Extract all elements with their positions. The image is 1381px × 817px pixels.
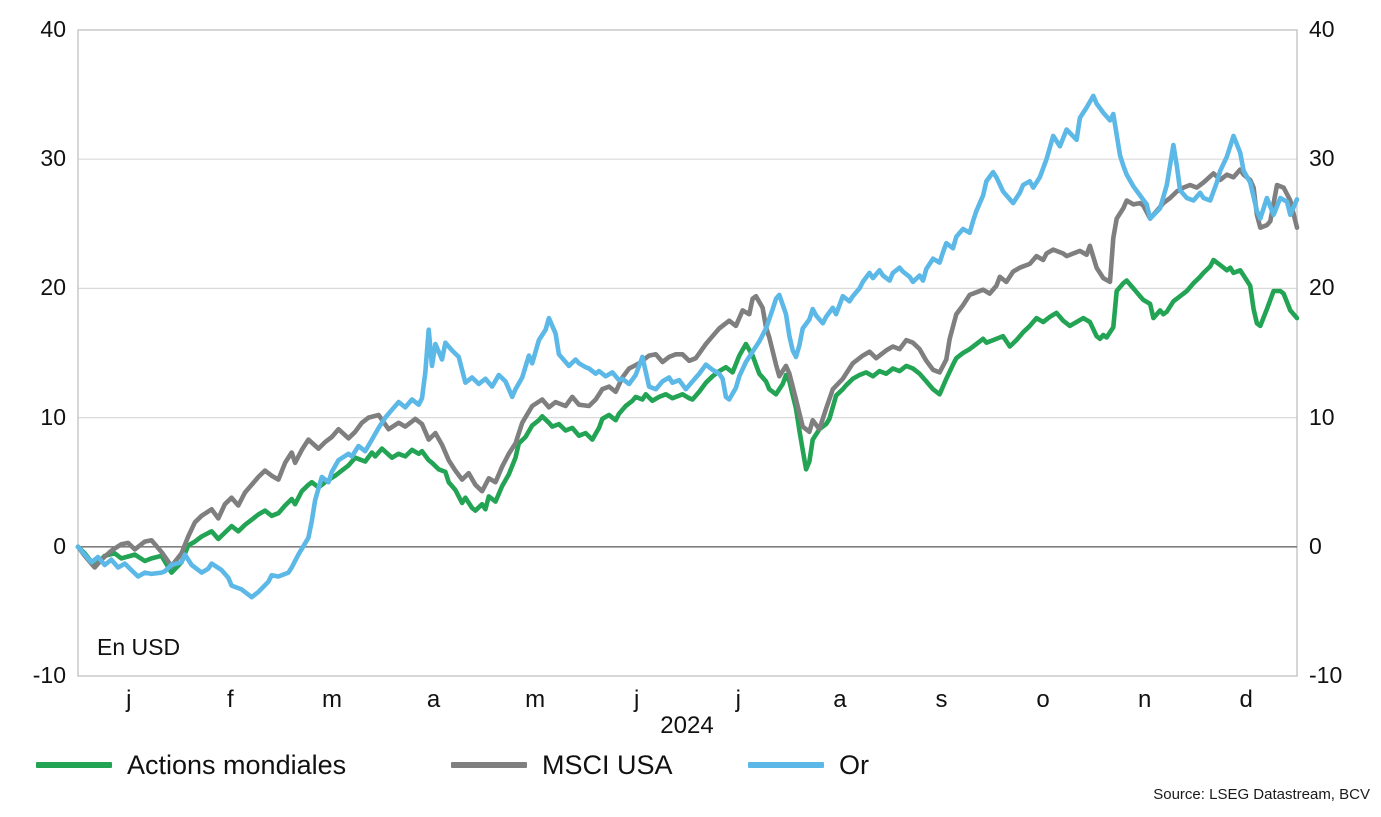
- y-axis-tick-right-0: 0: [1309, 532, 1322, 559]
- y-axis-tick-right--10: -10: [1309, 662, 1343, 688]
- x-axis-month-2-m: m: [321, 686, 342, 713]
- x-axis-month-6-j: j: [735, 686, 741, 713]
- x-axis-month-7-a: a: [833, 686, 847, 713]
- legend-swatch-actions-mondiales-icon: [36, 762, 112, 768]
- series-line-actions-mondiales: [75, 257, 1300, 575]
- x-axis-month-4-m: m: [525, 686, 546, 713]
- y-axis-tick-right-30: 30: [1309, 145, 1335, 172]
- y-axis-tick-left-30: 30: [40, 145, 66, 172]
- y-axis-tick-left-10: 10: [40, 403, 66, 430]
- legend-swatch-or-icon: [748, 762, 824, 768]
- legend-item-actions-mondiales: Actions mondiales: [36, 750, 346, 780]
- y-axis-tick-right-40: 40: [1309, 16, 1335, 42]
- legend-item-msci-usa: MSCI USA: [451, 750, 673, 780]
- y-axis-tick-right-20: 20: [1309, 274, 1335, 301]
- series-line-or: [75, 93, 1300, 600]
- x-axis-month-11-d: d: [1239, 686, 1253, 713]
- legend-label-actions-mondiales: Actions mondiales: [127, 749, 347, 780]
- plot-border: [77, 29, 1298, 677]
- x-axis-month-0-j: j: [126, 686, 132, 713]
- x-axis-month-9-o: o: [1036, 686, 1050, 713]
- x-axis-month-10-n: n: [1137, 686, 1152, 713]
- y-axis-tick-left--10: -10: [32, 662, 66, 688]
- legend-label-msci-usa: MSCI USA: [542, 749, 673, 780]
- y-axis-tick-left-20: 20: [40, 274, 66, 301]
- currency-annotation: En USD: [97, 634, 181, 660]
- x-axis-month-1-f: f: [227, 686, 234, 713]
- x-axis-month-3-a: a: [426, 686, 441, 713]
- legend-swatch-msci-usa-icon: [451, 762, 527, 768]
- x-axis-year-label: 2024: [660, 712, 714, 739]
- legend-label-or: Or: [839, 749, 869, 780]
- source-credit: Source: LSEG Datastream, BCV: [1153, 786, 1370, 803]
- x-axis-month-5-j: j: [634, 686, 640, 713]
- y-axis-tick-left-40: 40: [40, 16, 66, 42]
- legend-item-or: Or: [748, 750, 869, 780]
- y-axis-tick-left-0: 0: [53, 532, 66, 559]
- x-axis-month-8-s: s: [935, 686, 948, 713]
- y-axis-tick-right-10: 10: [1309, 403, 1335, 430]
- series-line-msci-usa: [75, 167, 1300, 570]
